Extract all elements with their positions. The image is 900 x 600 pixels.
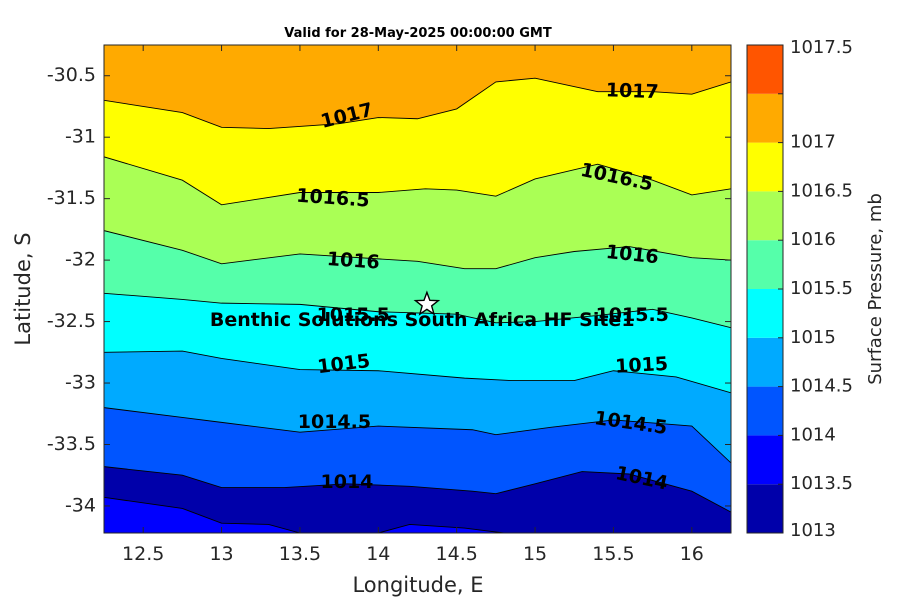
colorbar-tick-label: 1017.5 xyxy=(790,37,853,58)
colorbar-segment xyxy=(747,142,783,192)
chart-title: Valid for 28-May-2025 00:00:00 GMT xyxy=(284,26,552,41)
contour-label: 1017 xyxy=(605,79,659,103)
contour-label: 1015.5 xyxy=(596,304,669,326)
contour-line xyxy=(104,496,301,533)
y-tick-label: -30.5 xyxy=(47,64,96,86)
plot-frame xyxy=(103,44,732,534)
colorbar-tick-label: 1015 xyxy=(790,327,836,348)
site-label: Benthic Solutions South Africa HF Site1 xyxy=(210,309,635,331)
contour-fill xyxy=(378,524,504,533)
x-tick-label: 16 xyxy=(680,543,704,565)
colorbar-tick-label: 1014 xyxy=(790,424,836,445)
x-tick-label: 14 xyxy=(366,543,390,565)
contour-line xyxy=(104,350,731,394)
contour-line xyxy=(104,466,731,513)
contour-label: 1016 xyxy=(605,241,660,268)
contour-fills xyxy=(104,45,731,533)
y-tick-label: -31.5 xyxy=(47,187,96,209)
contour-label: 1014 xyxy=(321,471,374,493)
contour-label: 1016.5 xyxy=(296,185,371,212)
x-tick-label: 13 xyxy=(209,543,233,565)
y-tick-label: -32 xyxy=(65,249,96,271)
contour-label: 1016 xyxy=(326,248,380,274)
colorbar-tick-label: 1013 xyxy=(790,520,836,541)
contour-fill xyxy=(104,45,731,129)
colorbar-segment xyxy=(747,93,783,143)
colorbar-segment xyxy=(747,484,783,533)
x-tick-label: 15 xyxy=(523,543,547,565)
x-axis-label: Longitude, E xyxy=(352,573,483,597)
x-tick-label: 13.5 xyxy=(279,543,321,565)
colorbar-tick-label: 1017 xyxy=(790,132,836,153)
colorbar-tick-label: 1016 xyxy=(790,229,836,250)
colorbar-segment xyxy=(747,191,783,241)
contour-label: 1015.5 xyxy=(317,304,390,326)
colorbar-tick-label: 1014.5 xyxy=(790,376,853,397)
y-axis-ticks: -30.5 -31 -31.5 -32 -32.5 -33 -33.5 -34 xyxy=(47,64,731,516)
x-tick-label: 15.5 xyxy=(592,543,634,565)
contour-line xyxy=(104,230,731,270)
colorbar-label: Surface Pressure, mb xyxy=(865,193,886,385)
colorbar-segment xyxy=(747,45,783,94)
star-marker xyxy=(413,290,441,316)
y-tick-label: -33.5 xyxy=(47,433,96,455)
x-tick-label: 12.5 xyxy=(122,543,164,565)
site-marker xyxy=(413,290,441,316)
contour-line xyxy=(104,156,731,206)
contour-line xyxy=(104,292,731,329)
contour-line xyxy=(378,523,504,533)
colorbar-segment xyxy=(747,337,783,387)
colorbar: 1013 1013.5 1014 1014.5 1015 1015.5 1016 1016.5… xyxy=(746,37,853,541)
colorbar-segment xyxy=(747,240,783,289)
colorbar-tick-label: 1013.5 xyxy=(790,473,853,494)
contour-line xyxy=(104,77,731,130)
y-tick-label: -34 xyxy=(65,494,96,516)
y-tick-label: -33 xyxy=(65,372,96,394)
plot-area xyxy=(104,45,731,533)
contour-lines xyxy=(104,77,731,533)
x-tick-label: 14.5 xyxy=(436,543,478,565)
contour-label: 1014.5 xyxy=(298,411,371,433)
x-axis-ticks: 12.5 13 13.5 14 14.5 15 15.5 16 xyxy=(122,45,704,565)
y-tick-label: -32.5 xyxy=(47,310,96,332)
colorbar-segment xyxy=(747,386,783,436)
colorbar-tick-label: 1015.5 xyxy=(790,278,853,299)
contour-line xyxy=(104,407,731,464)
colorbar-segment xyxy=(747,435,783,485)
y-axis-label: Latitude, S xyxy=(11,232,35,345)
colorbar-segment xyxy=(747,289,783,338)
contour-label: 1015 xyxy=(615,353,669,378)
colorbar-tick-label: 1016.5 xyxy=(790,180,853,201)
y-tick-label: -31 xyxy=(65,126,96,148)
